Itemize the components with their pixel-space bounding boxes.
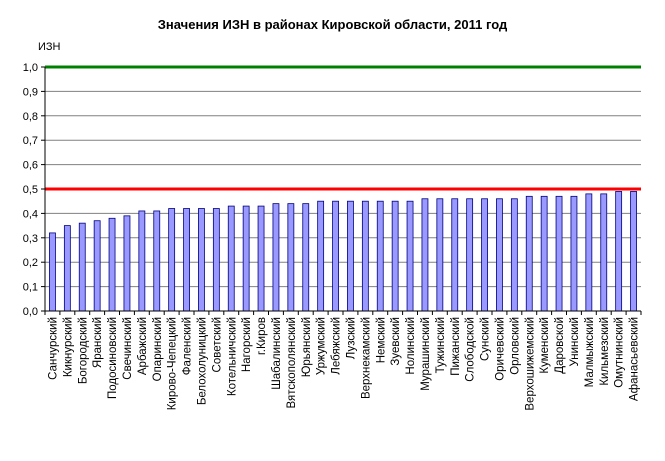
bar-26 (421, 198, 429, 312)
x-tick-label: Богородский (77, 317, 89, 384)
bar-37 (585, 193, 593, 312)
x-tick-label: Пижанский (450, 317, 462, 376)
bar-1 (49, 232, 56, 312)
bar-21 (347, 200, 354, 312)
y-tick-label: 1,0 (23, 62, 38, 74)
x-tick-label: Куменский (539, 317, 551, 374)
x-tick-label: Слободской (465, 317, 477, 382)
bar-28 (451, 198, 459, 312)
x-tick-label: Немский (375, 317, 387, 363)
x-tick-label: Оричевский (494, 317, 506, 381)
bar-17 (287, 203, 295, 312)
x-tick-label: Сунский (480, 317, 492, 361)
x-tick-label: Белохолуницкий (196, 317, 208, 405)
x-tick-label: Унинский (569, 317, 581, 367)
y-tick-label: 0,9 (23, 86, 38, 98)
bar-40 (630, 191, 637, 312)
x-tick-label: Лебяжский (331, 317, 343, 375)
bar-22 (361, 200, 369, 312)
bar-36 (570, 195, 578, 312)
x-tick-label: г.Киров (256, 317, 268, 355)
x-tick-label: Яранский (92, 317, 104, 368)
x-tick-label: Советский (211, 317, 223, 372)
x-tick-label: Зуевский (390, 317, 402, 366)
y-tick-label: 0,1 (23, 282, 38, 294)
bar-16 (272, 203, 280, 312)
y-tick-label: 0,8 (23, 111, 38, 123)
x-tick-label: Санчурский (47, 317, 59, 380)
bar-32 (510, 198, 518, 312)
bar-2 (63, 225, 71, 312)
bar-9 (168, 208, 176, 312)
x-tick-label: Подосиновский (107, 317, 119, 399)
x-tick-label: Малмыжский (584, 317, 596, 387)
bar-6 (123, 215, 131, 312)
x-tick-label: Кикнурский (62, 317, 74, 377)
x-tick-label: Кильмезский (599, 317, 611, 386)
y-tick-label: 0,4 (23, 208, 38, 220)
bar-8 (153, 210, 161, 312)
bar-5 (108, 217, 116, 312)
y-tick-label: 0,6 (23, 160, 38, 172)
x-tick-label: Кирово-Чепецкий (167, 317, 179, 410)
bar-10 (183, 208, 190, 312)
y-axis-label: ИЗН (38, 41, 61, 53)
x-tick-label: Уржумский (316, 317, 328, 375)
bar-38 (600, 193, 608, 312)
x-tick-label: Свечинский (122, 317, 134, 380)
y-tick-label: 0,2 (23, 257, 38, 269)
bar-25 (406, 200, 414, 312)
bar-31 (496, 198, 503, 312)
x-tick-label: Нолинский (405, 317, 417, 375)
bar-3 (78, 222, 86, 312)
bar-27 (436, 198, 444, 312)
x-tick-label: Арбажский (137, 317, 149, 375)
y-tick-label: 0,3 (23, 233, 38, 245)
x-tick-label: Вятскополянский (286, 317, 298, 409)
bar-34 (540, 195, 548, 312)
y-tick-label: 0,7 (23, 135, 38, 147)
x-tick-label: Опаринский (152, 317, 164, 381)
x-tick-label: Даровской (554, 317, 566, 374)
x-tick-label: Орловский (509, 317, 521, 375)
x-tick-label: Шабалинский (271, 317, 283, 390)
bar-35 (555, 195, 563, 312)
x-tick-label: Котельничский (226, 317, 238, 396)
y-tick-label: 0,0 (23, 306, 38, 318)
bar-18 (302, 203, 310, 312)
x-tick-label: Верхошижемский (524, 317, 536, 411)
bar-23 (376, 200, 384, 312)
bar-4 (93, 220, 101, 312)
bar-29 (466, 198, 474, 312)
bar-14 (242, 205, 250, 312)
bar-7 (138, 210, 146, 312)
x-tick-label: Лузский (345, 317, 357, 359)
x-tick-label: Афанасьевский (629, 317, 641, 401)
bar-12 (212, 208, 220, 312)
x-tick-label: Мурашинский (420, 317, 432, 391)
bar-24 (391, 200, 399, 312)
y-tick-label: 0,5 (23, 184, 38, 196)
x-tick-label: Омутнинский (614, 317, 626, 388)
bar-39 (615, 191, 623, 312)
bar-11 (198, 208, 205, 312)
bar-13 (227, 205, 235, 312)
x-tick-label: Фаленский (182, 317, 194, 375)
bar-19 (317, 200, 325, 312)
x-tick-label: Тужинский (435, 317, 447, 373)
bar-30 (481, 198, 488, 312)
chart-title: Значения ИЗН в районах Кировской области… (157, 17, 508, 32)
bar-15 (257, 205, 265, 312)
bar-33 (525, 195, 533, 312)
x-tick-label: Юрьянский (301, 317, 313, 377)
x-tick-label: Нагорский (241, 317, 253, 372)
x-tick-label: Верхнекамский (360, 317, 372, 399)
bar-20 (332, 200, 339, 312)
